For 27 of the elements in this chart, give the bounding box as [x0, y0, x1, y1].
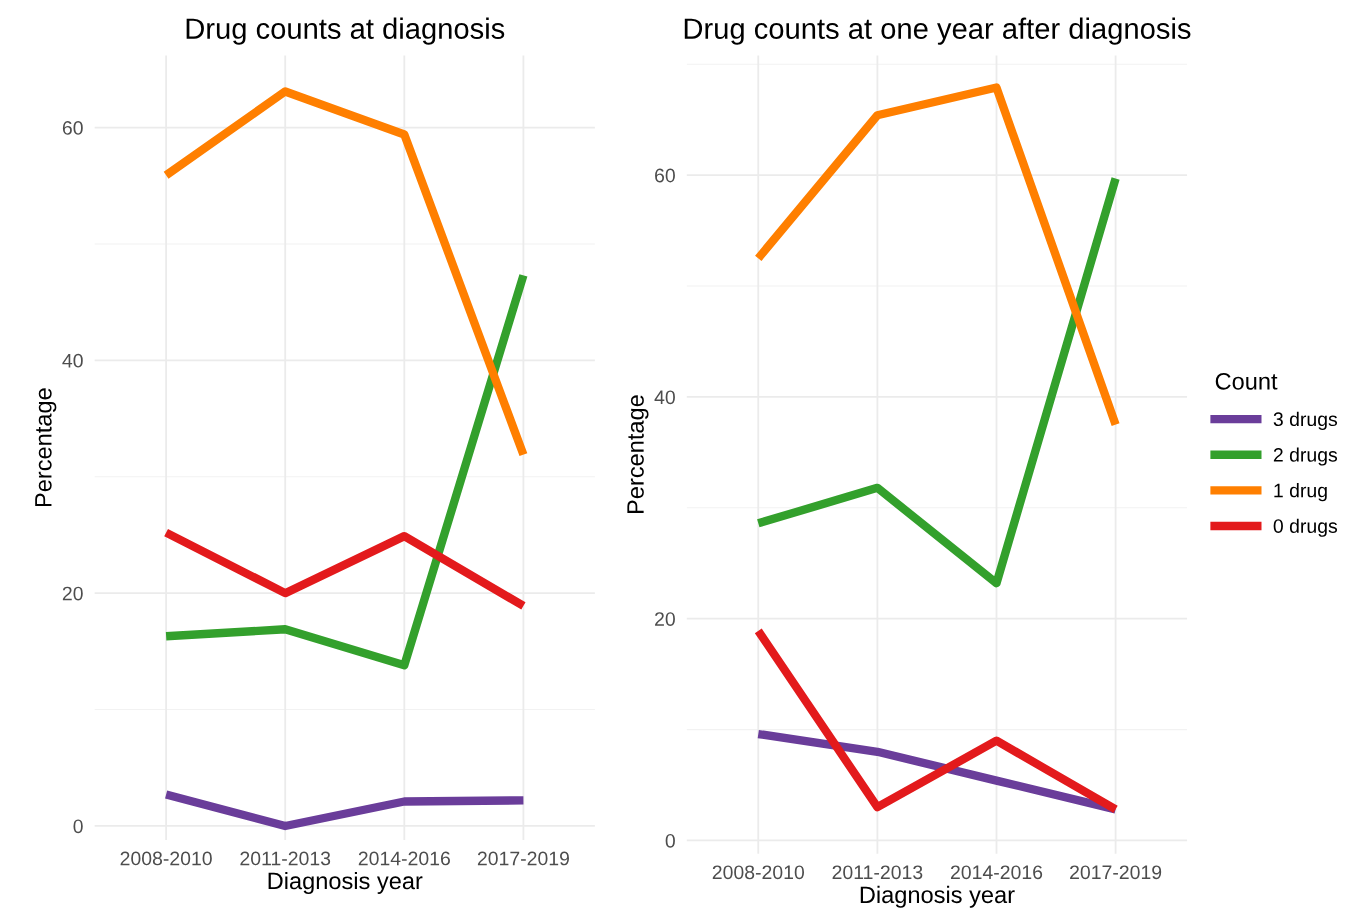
x-tick-label: 2017-2019	[1070, 865, 1162, 880]
y-tick-label: 60	[62, 121, 83, 135]
chart-title: Drug counts at one year after diagnosis	[684, 17, 1191, 45]
x-tick-label: 2014-2016	[950, 865, 1043, 880]
y-tick-label: 0	[665, 833, 675, 848]
legend-label: 0 drugs	[1273, 518, 1338, 537]
y-tick-label: 60	[655, 168, 675, 183]
x-tick-label: 2011-2013	[832, 865, 923, 880]
x-tick-label: 2008-2010	[120, 851, 212, 866]
x-axis-title: Diagnosis year	[268, 871, 423, 894]
y-tick-label: 0	[73, 819, 83, 834]
chart-title: Drug counts at diagnosis	[186, 17, 505, 45]
x-axis-title: Diagnosis year	[860, 885, 1015, 908]
y-tick-label: 20	[655, 612, 675, 626]
legend-label: 3 drugs	[1273, 411, 1338, 430]
x-tick-label: 2011-2013	[240, 851, 331, 866]
x-tick-label: 2008-2010	[712, 865, 805, 880]
y-axis-title: Percentage	[627, 395, 649, 514]
legend-label: 1 drug	[1274, 483, 1327, 502]
y-tick-label: 20	[62, 586, 83, 601]
x-tick-label: 2017-2019	[477, 851, 569, 866]
legend-label: 2 drugs	[1273, 447, 1338, 466]
y-axis-title: Percentage	[35, 388, 57, 507]
x-tick-label: 2014-2016	[358, 851, 450, 866]
y-tick-label: 40	[654, 390, 675, 405]
y-tick-label: 40	[62, 353, 83, 368]
legend-title: Count	[1215, 372, 1278, 390]
